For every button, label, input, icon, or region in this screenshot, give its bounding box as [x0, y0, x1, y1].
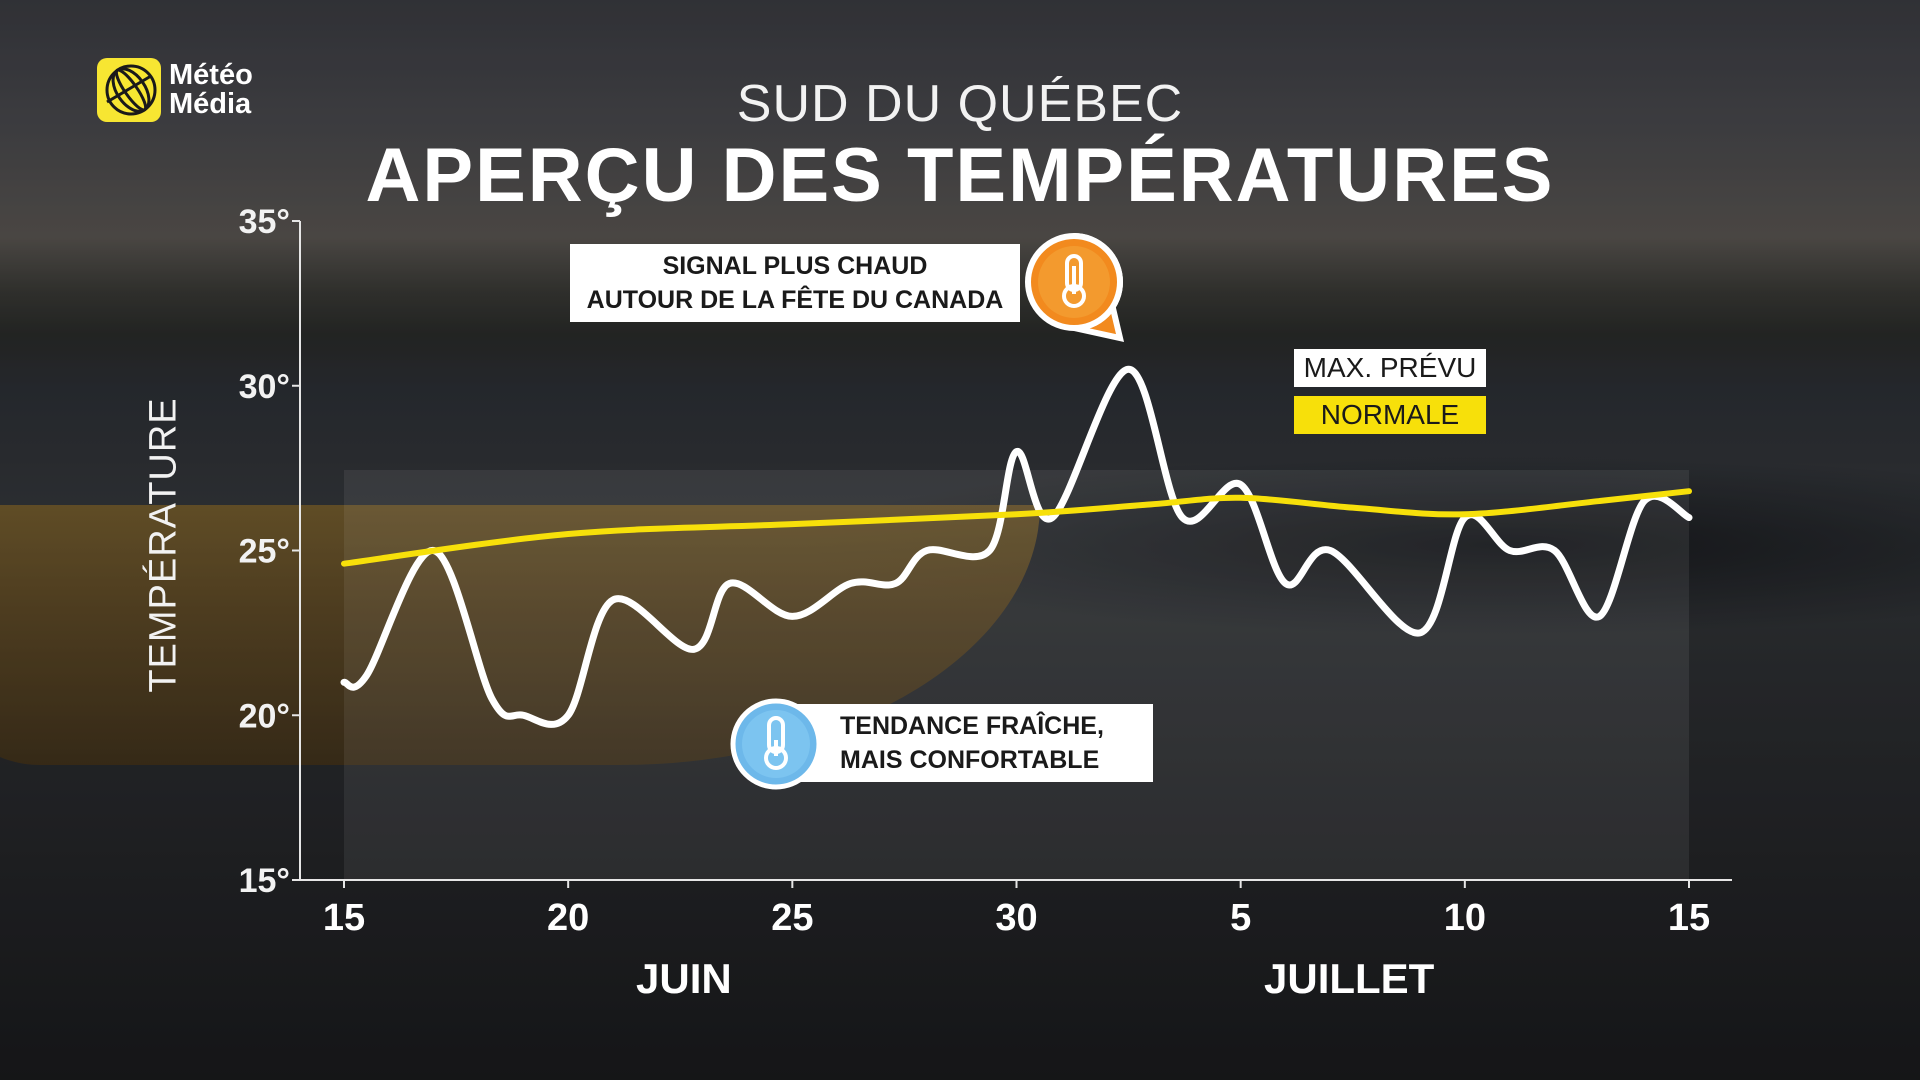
- legend-max-forecast: MAX. PRÉVU: [1294, 349, 1486, 387]
- plot-shade: [344, 470, 1689, 880]
- warm-signal-callout: SIGNAL PLUS CHAUD AUTOUR DE LA FÊTE DU C…: [570, 244, 1020, 322]
- warm-callout-line2: AUTOUR DE LA FÊTE DU CANADA: [586, 286, 1004, 314]
- chart-ticks: 15° 20° 25° 30° 35° 15 20 25 30 5 10 15: [239, 203, 1711, 939]
- y-tick-label: 20°: [239, 697, 290, 735]
- x-tick-label: 25: [771, 897, 813, 939]
- x-tick-label: 10: [1444, 897, 1486, 939]
- globe-icon: [97, 58, 161, 122]
- warm-callout-line1: SIGNAL PLUS CHAUD: [662, 252, 928, 280]
- x-tick-label: 15: [1668, 897, 1710, 939]
- cool-callout-line1: TENDANCE FRAÎCHE,: [840, 712, 1104, 740]
- x-tick-label: 5: [1230, 897, 1251, 939]
- thermometer-cool-icon: [730, 698, 822, 790]
- x-tick-label: 30: [995, 897, 1037, 939]
- brand-name: Météo Média: [169, 61, 253, 119]
- legend-normal: NORMALE: [1294, 396, 1486, 434]
- thermometer-hot-icon: [1025, 233, 1124, 342]
- y-tick-label: 30°: [239, 368, 290, 406]
- chart-title: APERÇU DES TEMPÉRATURES: [365, 133, 1555, 218]
- cool-callout-line2: MAIS CONFORTABLE: [840, 746, 1100, 774]
- x-tick-label: 20: [547, 897, 589, 939]
- brand-line2: Média: [169, 88, 252, 120]
- brand-logo: Météo Média: [97, 58, 253, 122]
- month-label-july: JUILLET: [1264, 955, 1435, 1002]
- month-label-june: JUIN: [636, 955, 732, 1002]
- y-tick-label: 35°: [239, 203, 290, 241]
- normal-line: [341, 488, 1692, 567]
- chart-subtitle: SUD DU QUÉBEC: [736, 75, 1184, 133]
- brand-line1: Météo: [169, 59, 253, 91]
- y-tick-label: 15°: [239, 862, 290, 900]
- x-tick-label: 15: [323, 897, 365, 939]
- y-tick-label: 25°: [239, 533, 290, 571]
- cool-trend-callout: TENDANCE FRAÎCHE, MAIS CONFORTABLE: [790, 704, 1153, 782]
- chart-lines: [340, 365, 1693, 728]
